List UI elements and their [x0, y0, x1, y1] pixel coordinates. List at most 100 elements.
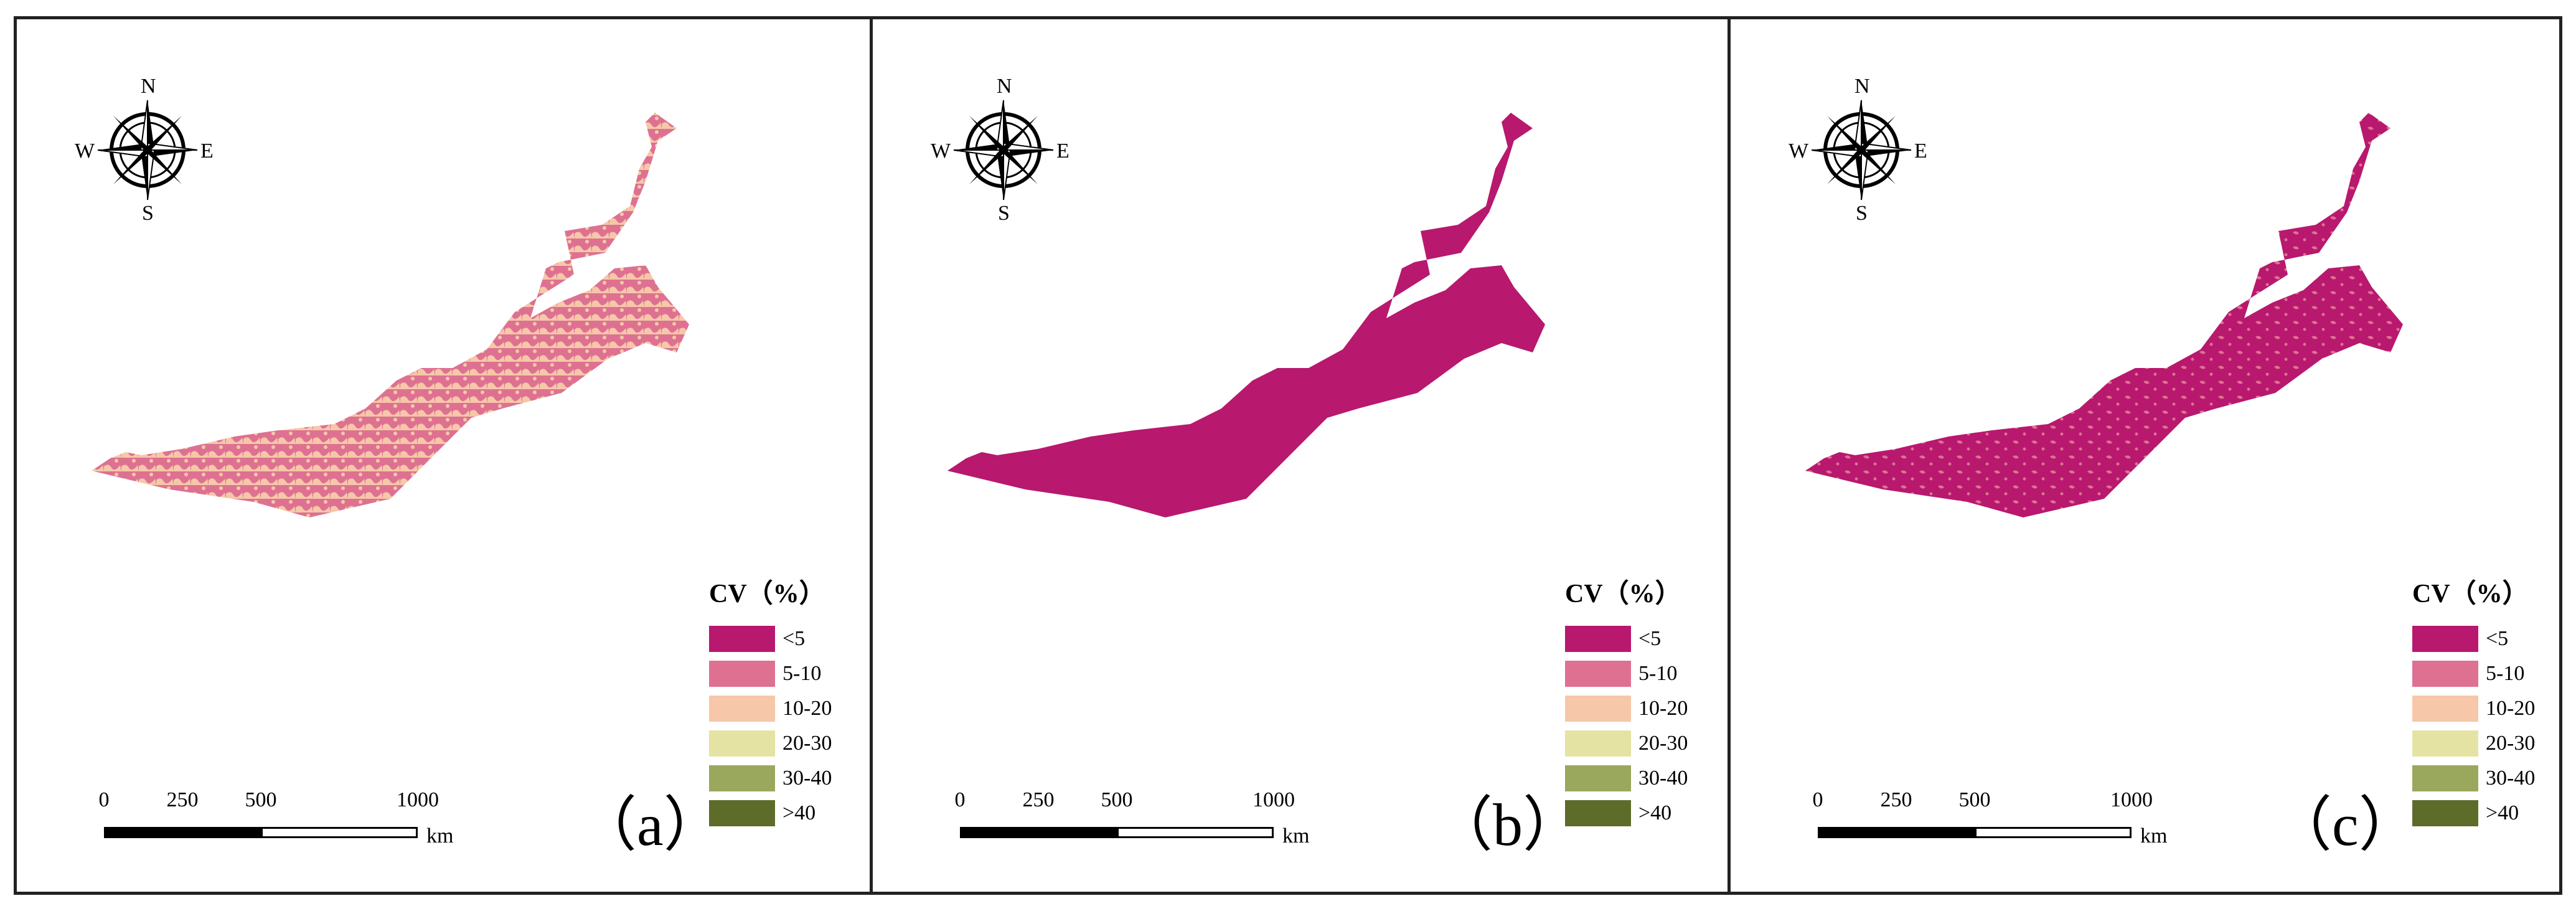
- scale-tick: 0: [954, 788, 966, 811]
- legend-label: <5: [783, 627, 806, 650]
- legend-label: >40: [2486, 801, 2519, 824]
- map-c: [1805, 113, 2403, 517]
- legend-swatch: [1565, 626, 1631, 652]
- legend-label: 5-10: [2486, 662, 2525, 685]
- legend-swatch: [709, 696, 775, 722]
- legend-label: <5: [2486, 627, 2509, 650]
- legend-row: 20-30: [2412, 726, 2559, 761]
- legend-c: CV（%） <5 5-10 10-20 20-30 30-40 >40: [2412, 572, 2559, 831]
- compass-e: E: [200, 139, 214, 163]
- legend-row: 30-40: [1565, 761, 1714, 796]
- legend-b: CV（%） <5 5-10 10-20 20-30 30-40 >40: [1565, 572, 1714, 831]
- legend-swatch: [2412, 696, 2478, 722]
- panel-label-a: （a）: [577, 791, 723, 858]
- legend-row: 10-20: [709, 691, 858, 726]
- scale-unit: km: [1282, 824, 1310, 847]
- legend-swatch: [709, 661, 775, 687]
- legend-swatch: [1565, 800, 1631, 826]
- compass-rose-icon: [1811, 100, 1912, 201]
- compass-s: S: [998, 202, 1010, 225]
- compass-n: N: [1854, 75, 1870, 98]
- legend-title: CV（%）: [2412, 580, 2529, 608]
- legend-label: 20-30: [783, 732, 832, 755]
- legend-title: CV（%）: [709, 580, 825, 608]
- compass-e: E: [1914, 139, 1927, 163]
- scale-tick: 1000: [397, 788, 439, 811]
- legend-label: 30-40: [2486, 767, 2536, 790]
- scale-tick: 0: [1812, 788, 1823, 811]
- scale-bar-a: 0 250 500 1000 km: [99, 788, 502, 851]
- legend-label: 30-40: [783, 767, 832, 790]
- legend-swatch: [709, 730, 775, 757]
- panel-c: N S E W CV（%） <5 5-10 10-20 20-30 30-40 …: [1728, 16, 2562, 895]
- legend-swatch: [709, 800, 775, 826]
- scale-tick: 500: [1958, 788, 1991, 811]
- legend-row: 5-10: [709, 656, 858, 691]
- scale-bar-black: [1818, 827, 1975, 838]
- legend-row: 10-20: [1565, 691, 1714, 726]
- legend-row: <5: [2412, 621, 2559, 656]
- legend-row: 5-10: [1565, 656, 1714, 691]
- compass-n: N: [997, 75, 1012, 98]
- compass-rose-icon: [953, 100, 1054, 201]
- legend-swatch: [709, 765, 775, 791]
- compass-s: S: [142, 202, 154, 225]
- scale-tick: 1000: [2110, 788, 2153, 811]
- scale-unit: km: [426, 824, 454, 847]
- compass-w: W: [931, 139, 951, 163]
- compass-e: E: [1056, 139, 1069, 163]
- compass-s: S: [1856, 202, 1868, 225]
- legend-row: 30-40: [2412, 761, 2559, 796]
- panel-label-b: （b）: [1433, 791, 1582, 858]
- legend-label: 10-20: [1638, 697, 1688, 720]
- region-shape-b: [947, 113, 1545, 517]
- map-a: [92, 113, 689, 517]
- scale-bar-white: [1117, 827, 1274, 838]
- scale-tick: 250: [1880, 788, 1912, 811]
- panel-b: N S E W CV（%） <5 5-10 10-20 20-30 30-40 …: [870, 16, 1731, 895]
- legend-row: >40: [2412, 796, 2559, 831]
- legend-label: 10-20: [2486, 697, 2536, 720]
- legend-row: 20-30: [709, 726, 858, 761]
- legend-swatch: [2412, 626, 2478, 652]
- compass-w: W: [1789, 139, 1809, 163]
- compass-w: W: [75, 139, 95, 163]
- legend-row: 5-10: [2412, 656, 2559, 691]
- scale-bar-black: [960, 827, 1117, 838]
- scale-tick: 500: [245, 788, 277, 811]
- legend-swatch: [2412, 661, 2478, 687]
- map-b: [947, 113, 1545, 517]
- legend-swatch: [1565, 661, 1631, 687]
- legend-swatch: [1565, 696, 1631, 722]
- legend-label: >40: [1638, 801, 1672, 824]
- scale-bar-white: [1975, 827, 2132, 838]
- legend-swatch: [1565, 765, 1631, 791]
- legend-row: <5: [1565, 621, 1714, 656]
- legend-row: >40: [709, 796, 858, 831]
- legend-swatch: [2412, 800, 2478, 826]
- panel-label-c: （c）: [2272, 791, 2419, 858]
- region-shape-a: [92, 113, 689, 517]
- legend-label: >40: [783, 801, 816, 824]
- scale-tick: 500: [1101, 788, 1133, 811]
- legend-label: <5: [1638, 627, 1662, 650]
- scale-tick: 250: [166, 788, 199, 811]
- region-shape-c: [1805, 113, 2403, 517]
- scale-tick: 0: [98, 788, 110, 811]
- legend-row: 10-20: [2412, 691, 2559, 726]
- legend-row: <5: [709, 621, 858, 656]
- compass-b: N S E W: [931, 75, 1075, 225]
- legend-title: CV（%）: [1565, 580, 1681, 608]
- scale-bar-black: [104, 827, 261, 838]
- legend-label: 10-20: [783, 697, 832, 720]
- legend-swatch: [709, 626, 775, 652]
- legend-swatch: [1565, 730, 1631, 757]
- legend-row: >40: [1565, 796, 1714, 831]
- compass-n: N: [141, 75, 156, 98]
- legend-label: 20-30: [2486, 732, 2536, 755]
- scale-tick: 1000: [1253, 788, 1295, 811]
- legend-swatch: [2412, 765, 2478, 791]
- legend-label: 5-10: [1638, 662, 1678, 685]
- legend-row: 30-40: [709, 761, 858, 796]
